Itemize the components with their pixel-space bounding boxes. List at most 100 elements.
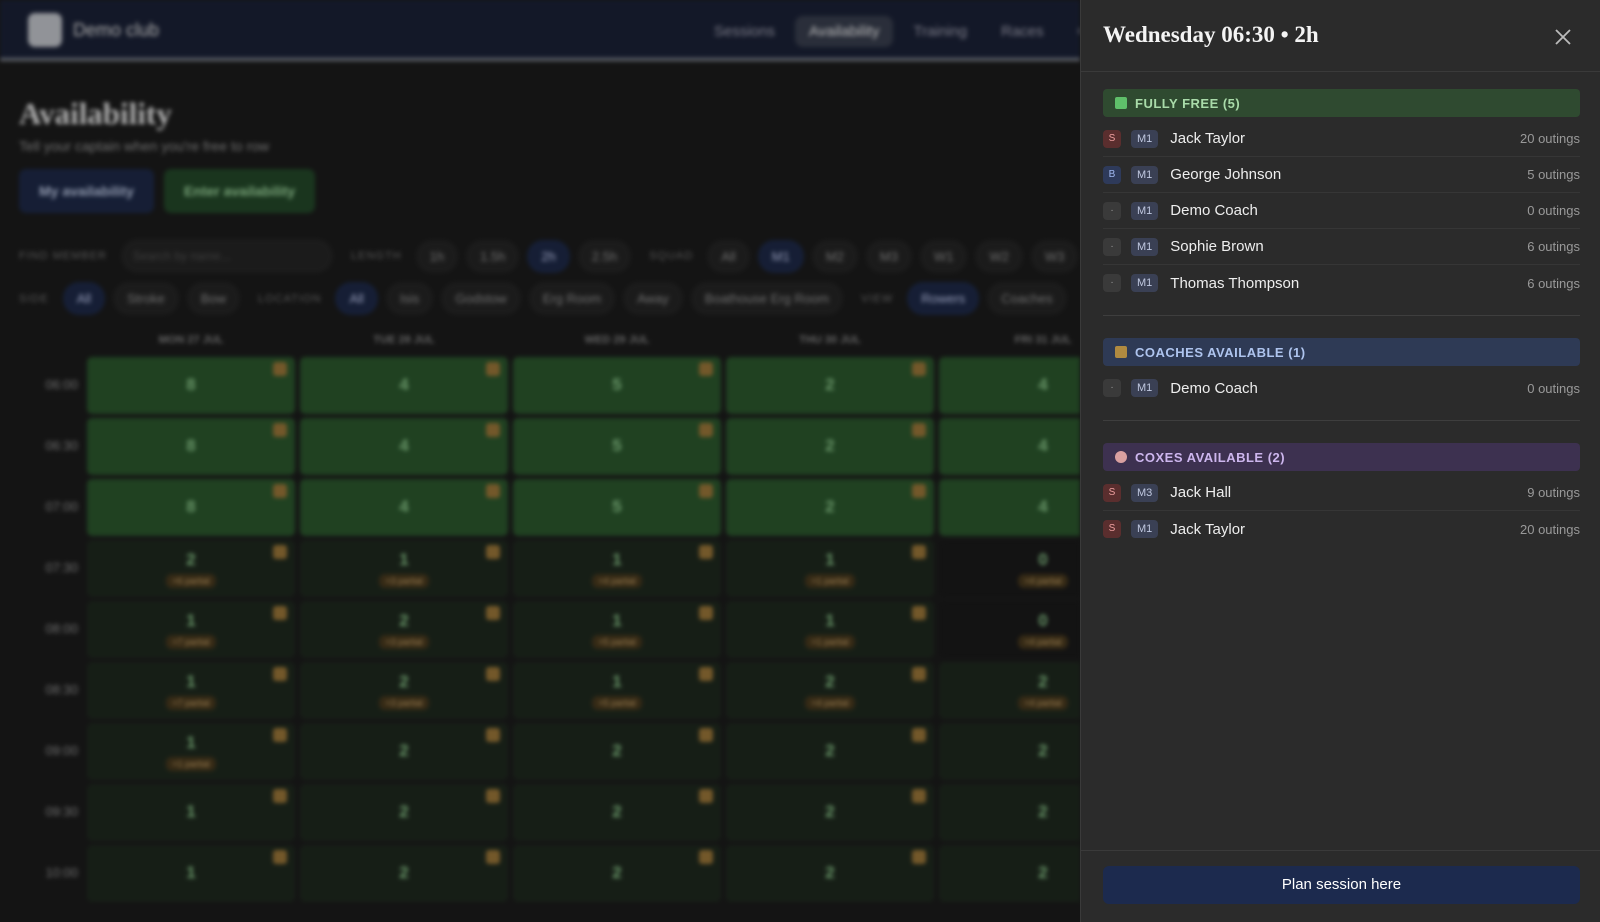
slot-cell[interactable]: 1 +5 partial	[513, 601, 721, 658]
section: COXES AVAILABLE (2) S M3 Jack Hall 9 outings…	[1103, 443, 1580, 561]
slot-cell[interactable]: 2	[513, 784, 721, 841]
slot-cell[interactable]: 2 +4 partial	[726, 662, 934, 719]
member-row[interactable]: · M1 Demo Coach 0 outings	[1103, 370, 1580, 406]
slot-cell[interactable]: 4	[300, 357, 508, 414]
filter-option[interactable]: All	[335, 282, 378, 315]
side-badge: ·	[1103, 274, 1121, 292]
filter-option[interactable]: 1.5h	[466, 239, 520, 273]
slot-cell[interactable]: 8	[87, 357, 295, 414]
background-app: Demo club Sessions Availability Training Ra…	[0, 0, 1080, 902]
slot-cell[interactable]: 1	[87, 845, 295, 902]
close-button[interactable]	[1552, 26, 1574, 48]
filter-option[interactable]: Away	[623, 282, 683, 315]
slot-cell[interactable]: 2	[726, 784, 934, 841]
slot-cell[interactable]: 4	[939, 357, 1080, 414]
button[interactable]: Enter availability	[163, 169, 316, 213]
filter-option[interactable]: Stroke	[113, 282, 179, 315]
slot-cell[interactable]: 2	[513, 723, 721, 780]
member-row[interactable]: S M1 Jack Taylor 20 outings	[1103, 511, 1580, 547]
slot-cell[interactable]: 1 +3 partial	[300, 540, 508, 597]
slot-cell[interactable]: 5	[513, 418, 721, 475]
slot-cell[interactable]: 0 +4 partial	[939, 601, 1080, 658]
coach-icon	[273, 362, 287, 376]
slot-cell[interactable]: 1 +4 partial	[513, 540, 721, 597]
slot-cell[interactable]: 1 +1 partial	[726, 601, 934, 658]
filter-option[interactable]: Isis	[385, 282, 434, 315]
coach-icon	[699, 850, 713, 864]
slot-cell[interactable]: 2	[939, 784, 1080, 841]
member-row[interactable]: · M1 Thomas Thompson 6 outings	[1103, 265, 1580, 301]
squad-badge: M1	[1131, 201, 1159, 220]
slot-cell[interactable]: 4	[300, 479, 508, 536]
member-row[interactable]: · M1 Sophie Brown 6 outings	[1103, 229, 1580, 265]
filter-option[interactable]: Bow	[186, 282, 241, 315]
slot-cell[interactable]: 5	[513, 479, 721, 536]
slot-cell[interactable]: 2 +3 partial	[300, 601, 508, 658]
slot-cell[interactable]: 5	[513, 357, 721, 414]
slot-cell[interactable]: 2	[939, 723, 1080, 780]
filter-option[interactable]: M2	[811, 239, 858, 273]
nav-link[interactable]: Availability	[794, 16, 894, 47]
member-name: Demo Coach	[1170, 202, 1258, 219]
filter-option[interactable]: M3	[865, 239, 912, 273]
slot-cell[interactable]: 2	[300, 723, 508, 780]
filter-option[interactable]: Erg Room	[528, 282, 616, 315]
nav-link[interactable]: Training	[913, 23, 968, 40]
slot-cell[interactable]: 1 +1 partial	[726, 540, 934, 597]
slot-cell[interactable]: 4	[300, 418, 508, 475]
nav-link[interactable]: Sessions	[714, 23, 775, 40]
slot-cell[interactable]: 8	[87, 418, 295, 475]
member-row[interactable]: S M3 Jack Hall 9 outings	[1103, 475, 1580, 511]
slot-cell[interactable]: 2	[300, 784, 508, 841]
slot-cell[interactable]: 8	[87, 479, 295, 536]
nav-link[interactable]: Races	[1001, 23, 1044, 40]
member-row[interactable]: · M1 Demo Coach 0 outings	[1103, 193, 1580, 229]
search-input[interactable]: Search by name...	[121, 239, 333, 273]
filter-option[interactable]: W1	[919, 239, 968, 273]
slot-cell[interactable]: 2	[726, 845, 934, 902]
slot-cell[interactable]: 2 +3 partial	[300, 662, 508, 719]
coach-icon	[486, 362, 500, 376]
slot-cell[interactable]: 2 +4 partial	[939, 662, 1080, 719]
filter-option[interactable]: Coaches	[987, 282, 1067, 315]
filter-option[interactable]: W2	[975, 239, 1023, 273]
slot-cell[interactable]: 2	[300, 845, 508, 902]
plan-session-button[interactable]: Plan session here	[1103, 866, 1580, 904]
slot-cell[interactable]: 2	[513, 845, 721, 902]
filter-option[interactable]: All	[707, 239, 750, 273]
slot-cell[interactable]: 4	[939, 418, 1080, 475]
filter-option[interactable]: Rowers	[907, 282, 980, 315]
slot-cell[interactable]: 2	[726, 357, 934, 414]
slot-count: 4	[399, 497, 409, 516]
slot-cell[interactable]: 1	[87, 784, 295, 841]
slot-cell[interactable]: 1 +7 partial	[87, 601, 295, 658]
partial-badge: +1 partial	[805, 635, 855, 649]
buttons: My availability Enter availability	[19, 169, 316, 213]
slot-cell[interactable]: 1 +7 partial	[87, 662, 295, 719]
slot-count: 4	[1038, 497, 1048, 516]
filter-option[interactable]: 2h	[527, 239, 570, 273]
slot-cell[interactable]: 4	[939, 479, 1080, 536]
filter-option[interactable]: All	[62, 282, 106, 315]
member-row[interactable]: B M1 George Johnson 5 outings	[1103, 157, 1580, 193]
filter-option[interactable]: M1	[757, 239, 804, 273]
filter-option[interactable]: Godstow	[441, 282, 521, 315]
member-row[interactable]: S M1 Jack Taylor 20 outings	[1103, 121, 1580, 157]
slot-cell[interactable]: 2 +6 partial	[87, 540, 295, 597]
slot-cell[interactable]: 2	[726, 479, 934, 536]
filter-option[interactable]: Boathouse Erg Room	[690, 282, 844, 315]
slot-count: 2	[825, 436, 835, 455]
slot-cell[interactable]: 2	[726, 723, 934, 780]
slot-cell[interactable]: 1 +5 partial	[513, 662, 721, 719]
nav-link[interactable]: Ca	[1064, 16, 1080, 47]
filter-option[interactable]: W3	[1030, 239, 1079, 273]
filter-option[interactable]: 2.5h	[577, 239, 632, 273]
button[interactable]: My availability	[19, 169, 154, 213]
coach-icon	[912, 850, 926, 864]
slot-cell[interactable]: 1 +1 partial	[87, 723, 295, 780]
slot-cell[interactable]: 2	[939, 845, 1080, 902]
filter-option[interactable]: 1h	[415, 239, 459, 273]
slot-cell[interactable]: 2	[726, 418, 934, 475]
slot-count: 1	[825, 611, 835, 630]
slot-cell[interactable]: 0 +4 partial	[939, 540, 1080, 597]
